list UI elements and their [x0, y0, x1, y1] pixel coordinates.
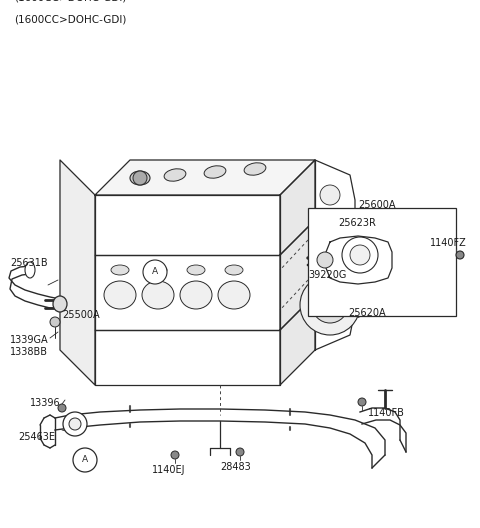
Ellipse shape: [225, 265, 243, 275]
Circle shape: [63, 412, 87, 436]
Polygon shape: [280, 295, 315, 385]
Circle shape: [358, 398, 366, 406]
Text: 25620A: 25620A: [348, 308, 385, 318]
Ellipse shape: [180, 281, 212, 309]
Polygon shape: [280, 160, 315, 255]
Circle shape: [317, 252, 333, 268]
Text: 25500A: 25500A: [62, 310, 100, 320]
Text: 28483: 28483: [220, 462, 251, 472]
Text: A: A: [82, 456, 88, 465]
Circle shape: [300, 275, 360, 335]
Ellipse shape: [25, 262, 35, 278]
Ellipse shape: [111, 265, 129, 275]
Text: 25623R: 25623R: [338, 218, 376, 228]
Polygon shape: [280, 220, 315, 330]
Circle shape: [73, 448, 97, 472]
Text: 25463E: 25463E: [18, 432, 55, 442]
Circle shape: [342, 237, 378, 273]
Text: 13396: 13396: [30, 398, 60, 408]
Ellipse shape: [53, 296, 67, 312]
Ellipse shape: [244, 163, 266, 175]
Ellipse shape: [204, 166, 226, 178]
Ellipse shape: [104, 281, 136, 309]
Circle shape: [315, 225, 345, 255]
Text: 1140FZ: 1140FZ: [430, 238, 467, 248]
Text: 1338BB: 1338BB: [10, 347, 48, 357]
Circle shape: [69, 418, 81, 430]
Ellipse shape: [149, 265, 167, 275]
Circle shape: [320, 185, 340, 205]
Text: 39220G: 39220G: [308, 270, 347, 280]
Ellipse shape: [187, 265, 205, 275]
Bar: [308, 208, 456, 316]
Text: A: A: [152, 268, 158, 277]
Circle shape: [350, 245, 370, 265]
Ellipse shape: [130, 171, 150, 185]
Text: (1600CC>DOHC-GDI): (1600CC>DOHC-GDI): [14, 15, 126, 25]
Circle shape: [50, 317, 60, 327]
Polygon shape: [95, 160, 315, 195]
Polygon shape: [326, 236, 392, 284]
Circle shape: [456, 251, 464, 259]
Text: (1600CC>DOHC-GDI): (1600CC>DOHC-GDI): [14, 0, 126, 3]
Text: 1140FB: 1140FB: [368, 408, 405, 418]
Circle shape: [171, 451, 179, 459]
Ellipse shape: [218, 281, 250, 309]
Polygon shape: [95, 255, 280, 330]
Text: 25600A: 25600A: [358, 200, 396, 210]
Text: 1339GA: 1339GA: [10, 335, 48, 345]
Circle shape: [58, 404, 66, 412]
Circle shape: [322, 297, 338, 313]
Ellipse shape: [164, 169, 186, 181]
Text: 1140EJ: 1140EJ: [152, 465, 185, 475]
Text: 25631B: 25631B: [10, 258, 48, 268]
Polygon shape: [95, 330, 280, 385]
Circle shape: [133, 171, 147, 185]
Circle shape: [236, 448, 244, 456]
Polygon shape: [60, 160, 95, 385]
Polygon shape: [95, 195, 280, 255]
Circle shape: [312, 287, 348, 323]
Circle shape: [143, 260, 167, 284]
Ellipse shape: [142, 281, 174, 309]
